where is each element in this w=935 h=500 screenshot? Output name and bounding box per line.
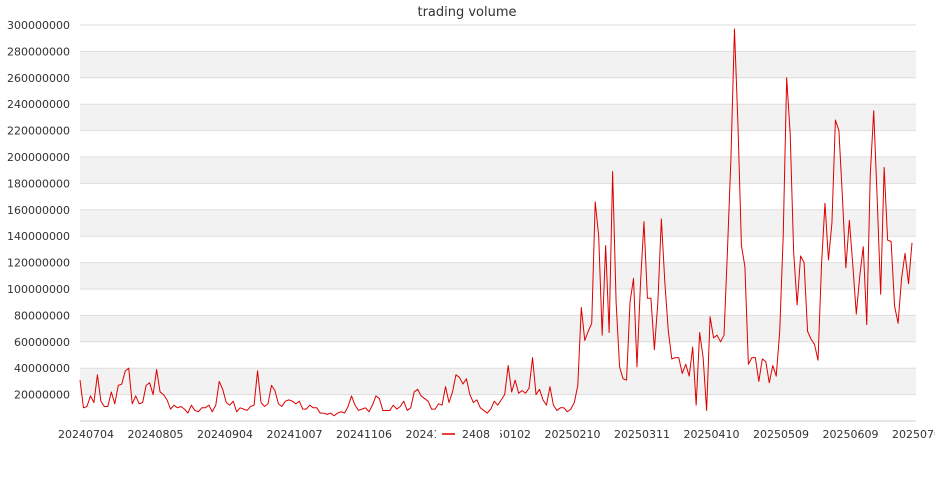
y-tick-label: 100000000 — [7, 283, 70, 296]
grid-band — [80, 315, 916, 342]
y-tick-label: 160000000 — [7, 204, 70, 217]
x-tick-label: 20241007 — [267, 428, 323, 441]
y-tick-label: 280000000 — [7, 45, 70, 58]
legend[interactable]: 2408 — [436, 425, 500, 442]
x-tick-label: 20240904 — [197, 428, 253, 441]
grid-bands — [80, 51, 916, 395]
x-tick-label: 20250609 — [823, 428, 879, 441]
grid-band — [80, 157, 916, 184]
grid-band — [80, 262, 916, 289]
chart-title: trading volume — [417, 5, 516, 20]
x-tick-label: 20250708 — [892, 428, 935, 441]
y-tick-label: 180000000 — [7, 177, 70, 190]
x-tick-label: 20250311 — [614, 428, 670, 441]
y-tick-label: 40000000 — [14, 362, 70, 375]
grid-lines — [80, 24, 916, 396]
y-axis-tick-labels: 20000000 40000000 60000000 80000000 10000000… — [7, 19, 70, 402]
grid-band — [80, 51, 916, 78]
x-tick-label: 20250509 — [753, 428, 809, 441]
x-tick-label: 20240704 — [58, 428, 114, 441]
x-axis-tick-labels: 20240704 20240805 20240904 20241007 20241106… — [58, 428, 935, 441]
y-tick-label: 260000000 — [7, 72, 70, 85]
series-line-2408 — [79, 28, 913, 417]
x-tick-label: 20241106 — [336, 428, 392, 441]
legend-background — [436, 425, 500, 442]
y-tick-label: 140000000 — [7, 230, 70, 243]
y-tick-label: 240000000 — [7, 98, 70, 111]
legend-label-2408: 2408 — [462, 428, 490, 441]
grid-band — [80, 368, 916, 395]
x-tick-label: 20250210 — [545, 428, 601, 441]
y-tick-label: 300000000 — [7, 19, 70, 32]
y-tick-label: 220000000 — [7, 125, 70, 138]
y-tick-label: 60000000 — [14, 336, 70, 349]
grid-band — [80, 104, 916, 131]
y-tick-label: 120000000 — [7, 257, 70, 270]
x-tick-label: 20250410 — [684, 428, 740, 441]
x-tick-label: 20240805 — [128, 428, 184, 441]
grid-band — [80, 209, 916, 237]
y-tick-label: 80000000 — [14, 309, 70, 322]
y-tick-label: 20000000 — [14, 389, 70, 402]
series-layer — [79, 28, 913, 417]
y-tick-label: 200000000 — [7, 151, 70, 164]
